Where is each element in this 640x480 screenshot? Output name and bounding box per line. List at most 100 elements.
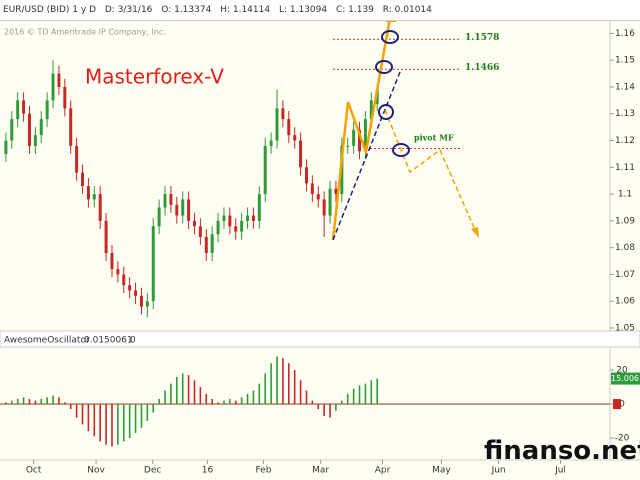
oscillator-bar (370, 380, 373, 405)
candle-body (375, 89, 379, 104)
candle-body (281, 108, 285, 120)
oscillator-bar (28, 398, 31, 405)
x-tick-label: Feb (255, 466, 271, 476)
candle-body (134, 290, 138, 296)
y-tick-label: 1.09 (615, 216, 635, 226)
candle-body (358, 129, 362, 152)
zero-badge (613, 399, 621, 410)
candle-body (86, 186, 90, 200)
candle-body (251, 215, 255, 221)
y-tick-label: 1.13 (615, 109, 635, 119)
candle-body (145, 301, 149, 307)
oscillator-bar (223, 400, 225, 405)
oscillator-bar (128, 404, 131, 439)
oscillator-bar (217, 402, 219, 405)
oscillator-bar (34, 400, 37, 405)
candle-body (92, 194, 96, 200)
candle-body (363, 119, 367, 152)
oscillator-bar (276, 356, 278, 405)
candle-body (81, 172, 85, 187)
candle-body (304, 167, 308, 184)
marker-circle (378, 104, 394, 120)
oscillator-bar (93, 404, 96, 437)
x-tick-label: Mar (312, 466, 329, 476)
level-label: 1.1466 (465, 63, 499, 73)
oscillator-bar (122, 404, 125, 442)
x-tick-label: 16 (202, 466, 214, 476)
oscillator-bar (229, 398, 231, 405)
y-tick-label: 1.08 (615, 243, 635, 253)
oscillator-bar (105, 404, 107, 445)
site-watermark: finanso.net (484, 436, 640, 466)
candle-body (198, 226, 202, 237)
y-tick-label: 1.07 (615, 270, 635, 280)
marker-circle (381, 30, 399, 44)
y-tick-label: 1.14 (615, 82, 635, 92)
oscillator-bar (134, 404, 137, 433)
y-tick-label: 1.05 (615, 324, 635, 334)
candle-body (57, 73, 61, 87)
candle-body (257, 194, 261, 221)
candle-body (316, 194, 320, 200)
candle-body (299, 140, 303, 168)
oscillator-bar (240, 397, 243, 405)
candle-body (352, 129, 356, 146)
oscillator-bar (376, 378, 378, 405)
oscillator-bar (69, 404, 72, 410)
oscillator-bar (299, 380, 302, 405)
candle-body (98, 194, 102, 221)
oscillator-bar (99, 404, 101, 442)
oscillator-bar (193, 380, 196, 405)
oscillator-bar (246, 393, 249, 405)
oscillator-bar (111, 404, 113, 447)
candle-body (222, 215, 226, 221)
x-tick-label: Jun (491, 466, 506, 476)
candle-body (369, 100, 373, 120)
annotation: Masterforex-V (85, 65, 224, 89)
oscillator-bar (40, 398, 43, 405)
candle-body (192, 220, 196, 227)
oscillator-bar (10, 400, 13, 405)
panel-value: 0.0150061 (84, 336, 133, 346)
y-tick-label: 1.11 (615, 163, 635, 173)
candle-body (110, 253, 114, 270)
oscillator-bar (346, 393, 349, 405)
oscillator-bar (87, 404, 90, 432)
oscillator-bar (364, 383, 367, 405)
panel-title: AwesomeOscillator (4, 336, 90, 346)
high: H: 1.14114 (220, 5, 271, 15)
y-tick-label: 20 (616, 366, 628, 376)
candle-body (287, 119, 291, 136)
oscillator-bar (293, 370, 296, 405)
candle-body (45, 100, 49, 120)
oscillator-bar (311, 400, 314, 405)
candle-body (346, 145, 350, 147)
candle-body (293, 135, 297, 141)
oscillator-bar (52, 395, 54, 405)
candle-body (16, 100, 20, 120)
candle-body (175, 204, 179, 216)
oscillator-bar (58, 397, 60, 405)
value-badge (611, 372, 640, 385)
oscillator-bar (146, 404, 149, 422)
candle-body (228, 215, 232, 227)
candle-body (275, 108, 279, 141)
candle-body (181, 199, 185, 216)
candle-body (122, 274, 126, 286)
oscillator-bar (252, 390, 255, 405)
x-tick-label: May (432, 466, 451, 476)
candle-body (157, 207, 161, 227)
y-tick-label: 1.12 (615, 136, 635, 146)
y-tick-label: 0 (619, 400, 625, 410)
oscillator-bar (176, 376, 178, 405)
oscillator-bar (75, 404, 78, 418)
candle-body (69, 108, 73, 146)
oscillator-bar (140, 404, 143, 428)
date: D: 3/31/16 (104, 5, 153, 15)
oscillator-bar (158, 398, 160, 405)
oscillator-bar (81, 404, 84, 425)
oscillator-bar (5, 402, 7, 405)
candle-body (128, 285, 132, 291)
candle-body (169, 194, 173, 205)
